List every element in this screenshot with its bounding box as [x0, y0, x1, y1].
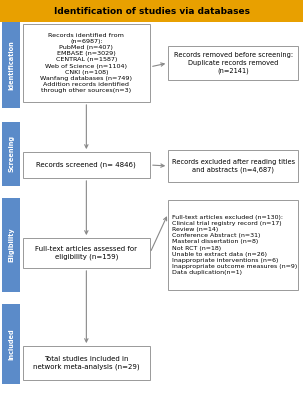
Text: Included: Included [8, 328, 14, 360]
FancyBboxPatch shape [168, 46, 298, 80]
FancyBboxPatch shape [23, 238, 150, 268]
Text: Records excluded after reading titles
and abstracts (n=4,687): Records excluded after reading titles an… [172, 159, 295, 173]
Text: Screening: Screening [8, 136, 14, 172]
Text: Records identified from
(n=6987):
PubMed (n=407)
EMBASE (n=3029)
CENTRAL (n=1587: Records identified from (n=6987): PubMed… [40, 33, 132, 93]
FancyBboxPatch shape [2, 198, 20, 292]
FancyBboxPatch shape [2, 122, 20, 186]
FancyBboxPatch shape [23, 346, 150, 380]
Text: Total studies included in
network meta-analysis (n=29): Total studies included in network meta-a… [33, 356, 140, 370]
Text: Records removed before screening:
Duplicate records removed
(n=2141): Records removed before screening: Duplic… [174, 52, 293, 74]
FancyBboxPatch shape [23, 24, 150, 102]
FancyBboxPatch shape [2, 22, 20, 108]
Text: Eligibility: Eligibility [8, 228, 14, 262]
Text: Records screened (n= 4846): Records screened (n= 4846) [36, 162, 136, 168]
FancyBboxPatch shape [0, 0, 303, 22]
Text: Identification: Identification [8, 40, 14, 90]
Text: Full-text articles excluded (n=130):
Clinical trial registry record (n=17)
Revie: Full-text articles excluded (n=130): Cli… [172, 214, 297, 275]
FancyBboxPatch shape [2, 304, 20, 384]
FancyBboxPatch shape [168, 150, 298, 182]
Text: Identification of studies via databases: Identification of studies via databases [54, 6, 249, 16]
FancyBboxPatch shape [168, 200, 298, 290]
FancyBboxPatch shape [23, 152, 150, 178]
Text: Full-text articles assessed for
eligibility (n=159): Full-text articles assessed for eligibil… [35, 246, 137, 260]
